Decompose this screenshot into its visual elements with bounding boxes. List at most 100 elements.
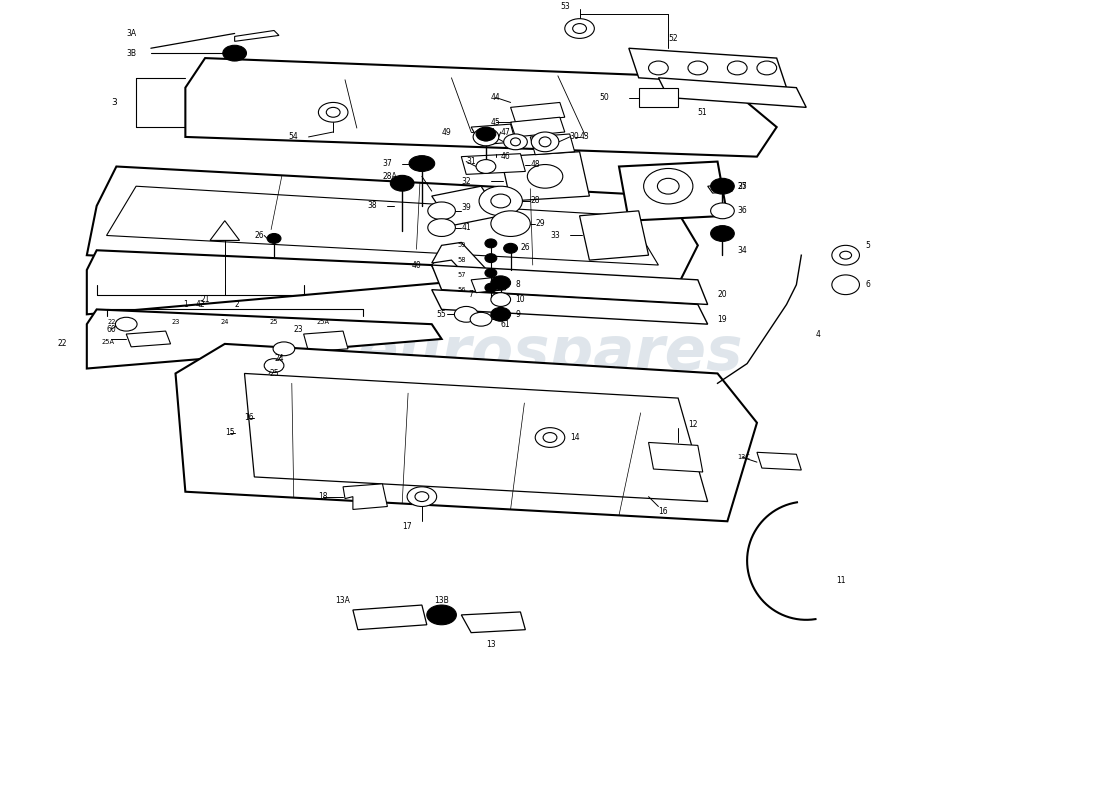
Polygon shape bbox=[471, 124, 516, 145]
Text: 3B: 3B bbox=[126, 49, 136, 58]
Ellipse shape bbox=[428, 218, 455, 237]
Text: 3A: 3A bbox=[126, 29, 136, 38]
Text: 28A: 28A bbox=[383, 172, 397, 181]
Ellipse shape bbox=[711, 203, 735, 218]
Text: 25: 25 bbox=[270, 369, 278, 378]
Text: 55: 55 bbox=[437, 310, 447, 319]
Text: 23: 23 bbox=[172, 319, 179, 326]
Text: 17: 17 bbox=[403, 522, 411, 530]
Text: 46: 46 bbox=[500, 152, 510, 161]
Text: 52: 52 bbox=[669, 34, 678, 43]
Text: 25A: 25A bbox=[317, 319, 330, 326]
Ellipse shape bbox=[480, 133, 492, 141]
Polygon shape bbox=[510, 102, 564, 122]
Text: 41: 41 bbox=[461, 223, 471, 232]
Ellipse shape bbox=[832, 246, 859, 265]
Polygon shape bbox=[510, 118, 564, 137]
Ellipse shape bbox=[491, 293, 510, 306]
Ellipse shape bbox=[473, 128, 498, 146]
Polygon shape bbox=[126, 331, 170, 347]
Text: 22: 22 bbox=[107, 319, 116, 326]
Ellipse shape bbox=[832, 275, 859, 294]
Text: 39: 39 bbox=[461, 203, 471, 212]
Text: 57: 57 bbox=[458, 272, 466, 278]
Ellipse shape bbox=[649, 61, 669, 75]
Text: 60: 60 bbox=[107, 325, 117, 334]
Ellipse shape bbox=[543, 433, 557, 442]
Ellipse shape bbox=[711, 226, 735, 242]
Polygon shape bbox=[431, 290, 707, 324]
Polygon shape bbox=[461, 154, 526, 174]
Text: 43: 43 bbox=[580, 133, 590, 142]
Ellipse shape bbox=[510, 138, 520, 146]
Ellipse shape bbox=[688, 61, 707, 75]
Ellipse shape bbox=[491, 307, 510, 322]
Ellipse shape bbox=[390, 175, 414, 191]
Text: 58: 58 bbox=[458, 257, 466, 263]
Ellipse shape bbox=[485, 254, 497, 262]
Polygon shape bbox=[500, 152, 590, 201]
Ellipse shape bbox=[478, 186, 522, 216]
Text: 15: 15 bbox=[224, 428, 234, 437]
Text: 31: 31 bbox=[466, 157, 476, 166]
Text: 61: 61 bbox=[500, 320, 510, 329]
Ellipse shape bbox=[573, 24, 586, 34]
Ellipse shape bbox=[264, 358, 284, 373]
Ellipse shape bbox=[644, 169, 693, 204]
Text: 11: 11 bbox=[836, 576, 845, 585]
Text: 12: 12 bbox=[688, 420, 697, 430]
Polygon shape bbox=[530, 134, 574, 154]
Polygon shape bbox=[619, 162, 727, 221]
Ellipse shape bbox=[318, 102, 348, 122]
Polygon shape bbox=[87, 250, 441, 314]
Text: 13C: 13C bbox=[737, 454, 750, 460]
Ellipse shape bbox=[415, 492, 429, 502]
Text: 13A: 13A bbox=[336, 596, 351, 605]
Polygon shape bbox=[244, 374, 707, 502]
Ellipse shape bbox=[504, 243, 517, 254]
Text: 9: 9 bbox=[516, 310, 520, 319]
Text: 16: 16 bbox=[244, 414, 254, 422]
Text: 24: 24 bbox=[274, 354, 284, 363]
Polygon shape bbox=[471, 277, 506, 293]
Polygon shape bbox=[234, 30, 279, 42]
Text: 38: 38 bbox=[367, 202, 377, 210]
Ellipse shape bbox=[470, 312, 492, 326]
Text: 59: 59 bbox=[458, 242, 466, 248]
Polygon shape bbox=[757, 452, 801, 470]
Polygon shape bbox=[431, 186, 500, 226]
Text: 37: 37 bbox=[383, 159, 393, 168]
Ellipse shape bbox=[839, 251, 851, 259]
Text: 7: 7 bbox=[469, 290, 474, 299]
Polygon shape bbox=[176, 344, 757, 522]
Ellipse shape bbox=[539, 137, 551, 146]
Polygon shape bbox=[707, 184, 733, 193]
Ellipse shape bbox=[116, 318, 138, 331]
Ellipse shape bbox=[407, 486, 437, 506]
Polygon shape bbox=[461, 612, 526, 633]
Polygon shape bbox=[304, 331, 348, 352]
Text: 1: 1 bbox=[183, 300, 188, 309]
Text: 50: 50 bbox=[600, 93, 609, 102]
Ellipse shape bbox=[727, 61, 747, 75]
Text: 35: 35 bbox=[737, 182, 747, 190]
Ellipse shape bbox=[485, 269, 497, 278]
Polygon shape bbox=[431, 242, 500, 292]
Polygon shape bbox=[659, 78, 806, 107]
Text: 6: 6 bbox=[866, 280, 870, 290]
Text: 22: 22 bbox=[57, 339, 67, 348]
Polygon shape bbox=[87, 166, 697, 285]
Text: 56: 56 bbox=[458, 286, 466, 293]
Ellipse shape bbox=[527, 165, 563, 188]
Ellipse shape bbox=[531, 132, 559, 152]
Text: 54: 54 bbox=[289, 133, 298, 142]
Ellipse shape bbox=[327, 107, 340, 118]
Polygon shape bbox=[580, 211, 649, 260]
Text: 13: 13 bbox=[486, 640, 496, 649]
Ellipse shape bbox=[711, 178, 735, 194]
Ellipse shape bbox=[536, 428, 564, 447]
Text: 36: 36 bbox=[737, 206, 747, 215]
Text: 13B: 13B bbox=[434, 596, 449, 605]
Polygon shape bbox=[431, 265, 707, 305]
Ellipse shape bbox=[504, 134, 527, 150]
